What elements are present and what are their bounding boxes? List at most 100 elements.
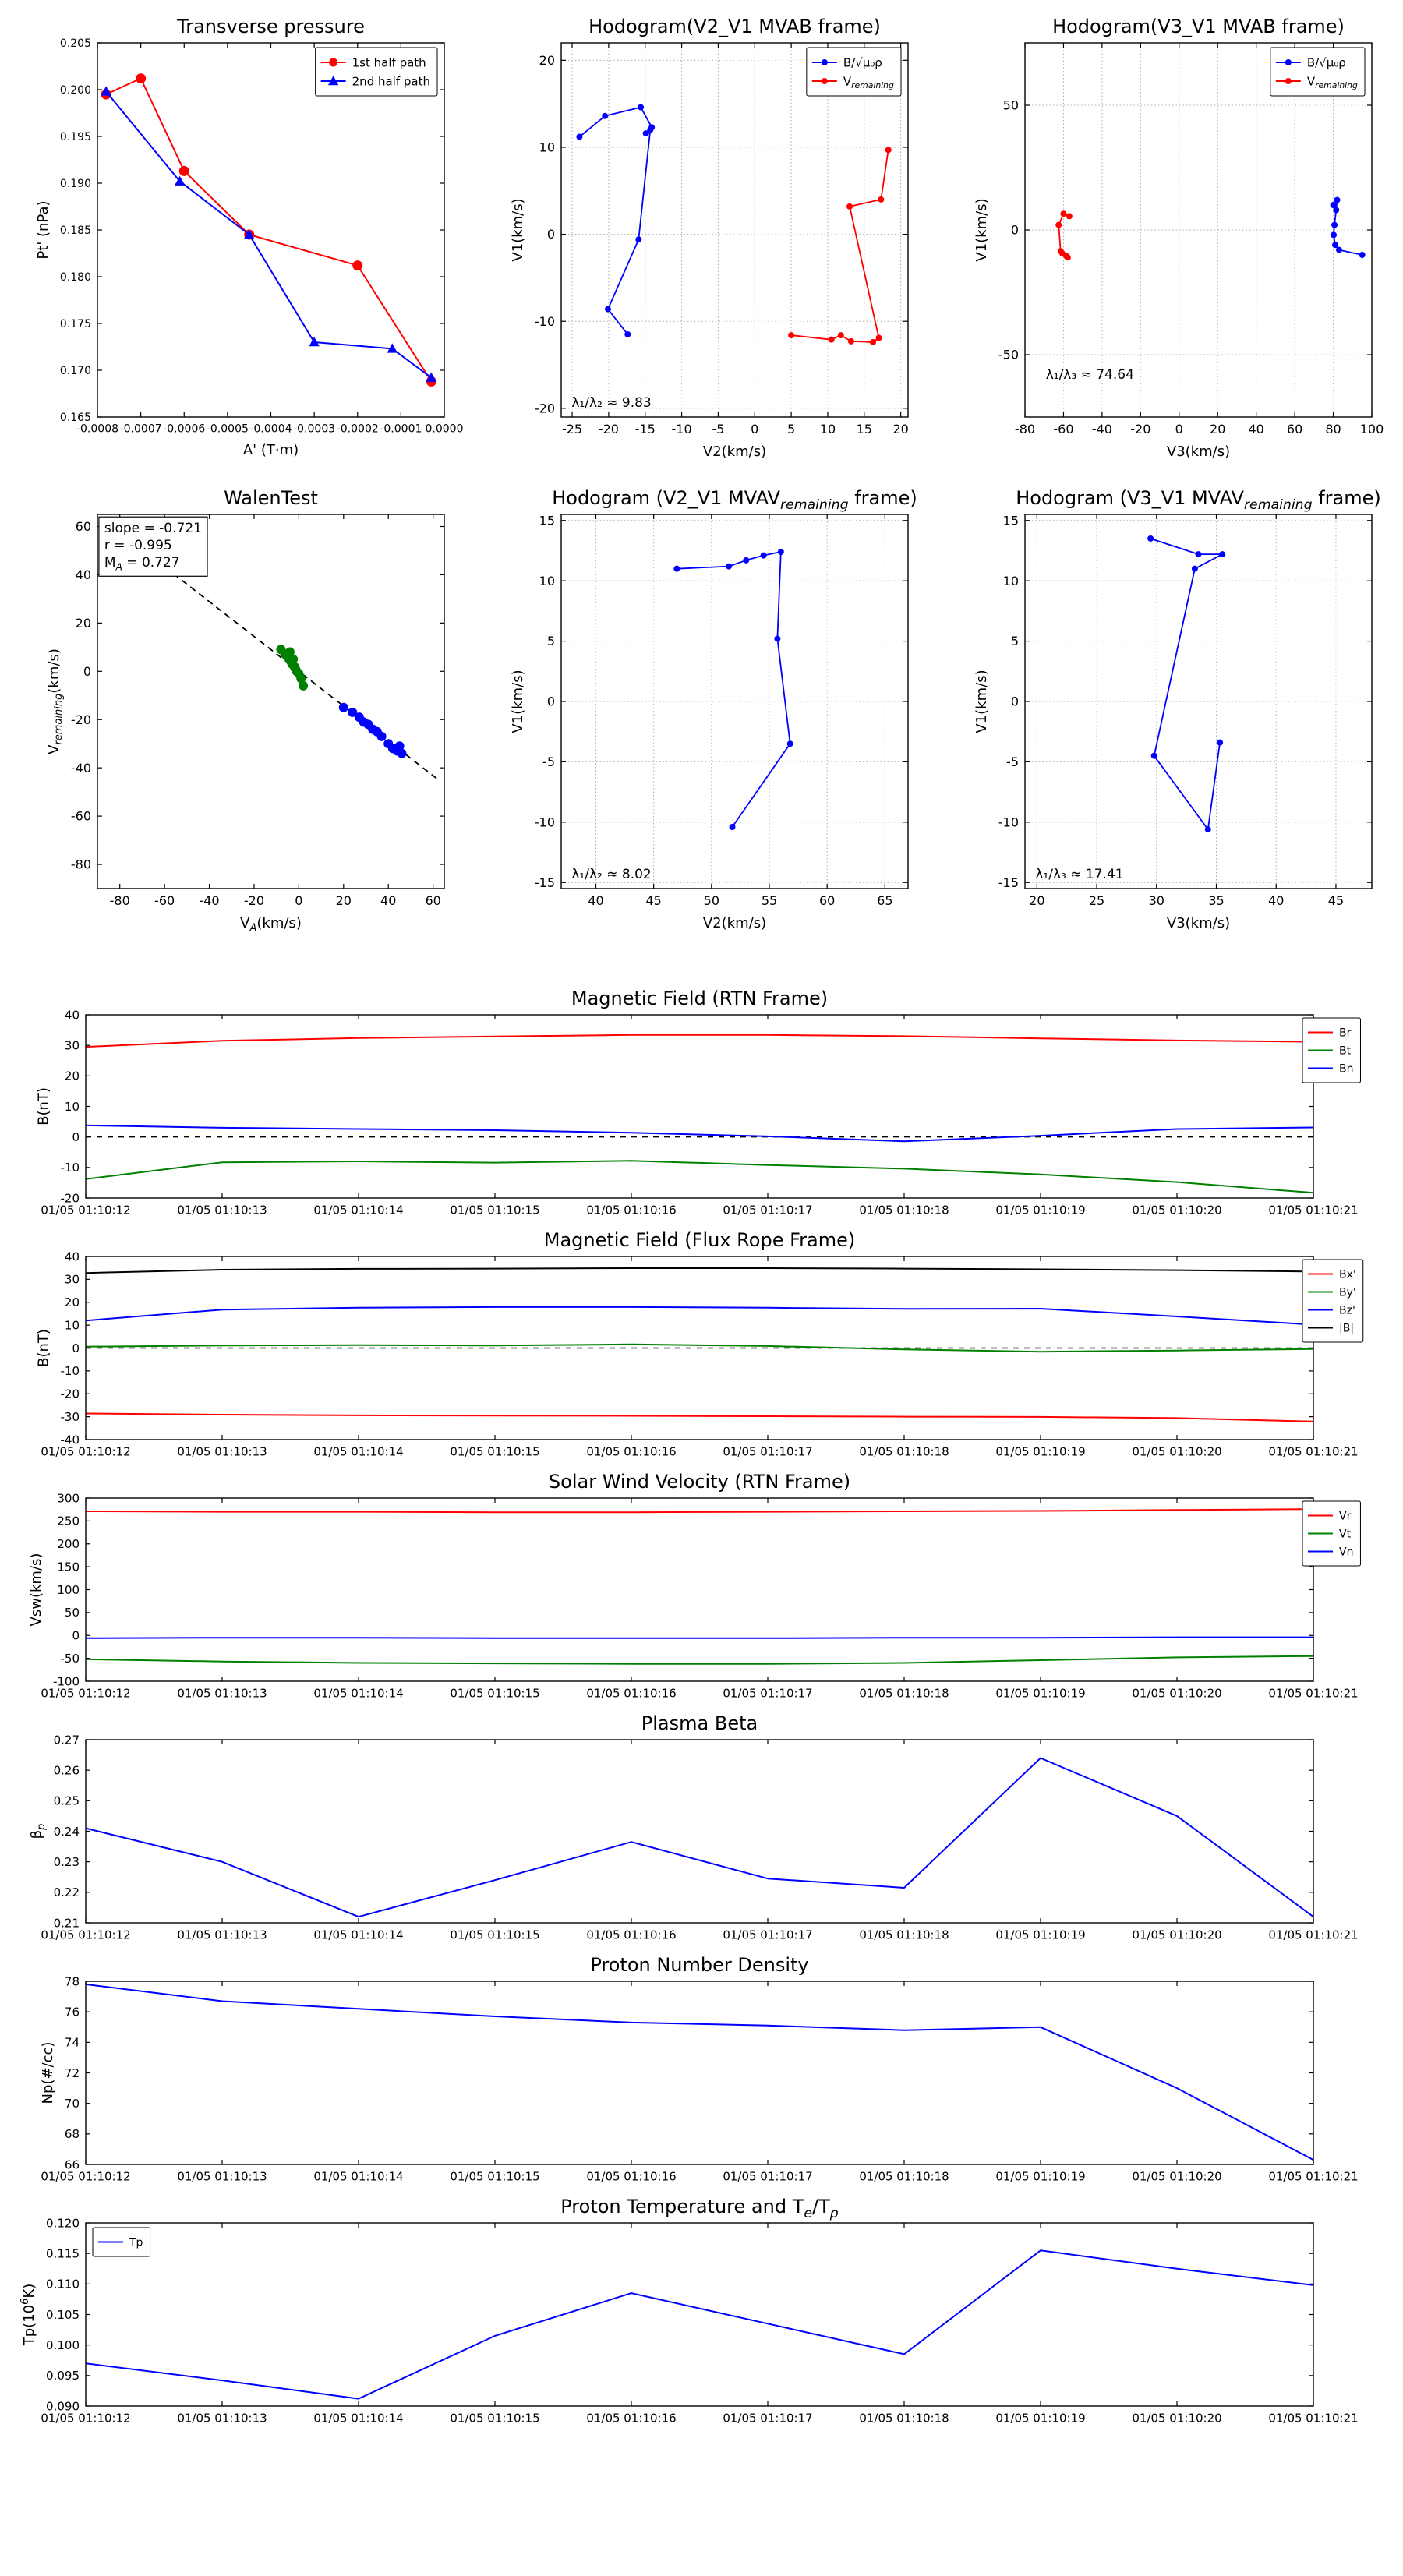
point-marker — [847, 337, 854, 345]
y-axis-label: Vsw(km/s) — [28, 1553, 44, 1627]
y-tick-label: -30 — [61, 1410, 80, 1424]
y-tick-label: 0.22 — [54, 1885, 80, 1899]
series-B — [673, 549, 793, 831]
y-tick-label: -20 — [535, 401, 555, 415]
plot-area — [86, 2223, 1313, 2406]
y-tick-label: 74 — [65, 2036, 80, 2050]
legend-label: Vt — [1339, 1528, 1352, 1541]
x-axis-label: V3(km/s) — [1167, 915, 1230, 931]
point-marker — [576, 133, 583, 140]
point-marker — [352, 260, 363, 271]
y-tick-label: 78 — [65, 1974, 80, 1988]
point-marker — [1359, 252, 1366, 258]
y-tick-label: 40 — [76, 567, 91, 582]
y-tick-label: 10 — [539, 574, 555, 588]
legend-label: By' — [1339, 1287, 1356, 1299]
triangle-marker — [327, 76, 339, 86]
x-tick-label: 01/05 01:10:19 — [995, 2169, 1085, 2183]
point-marker — [329, 58, 338, 67]
x-tick-label: 01/05 01:10:18 — [859, 2411, 949, 2425]
series-By' — [85, 1343, 1314, 1353]
x-tick-label: -5 — [712, 422, 724, 436]
point-marker — [1204, 826, 1211, 833]
x-tick-label: 01/05 01:10:14 — [313, 1203, 403, 1217]
plot-area — [97, 43, 444, 417]
annotation-box — [98, 516, 208, 577]
legend-label: B/√μ₀ρ — [843, 55, 882, 69]
series-Bt — [85, 1160, 1314, 1194]
x-axis-label: V3(km/s) — [1167, 443, 1230, 460]
point-marker — [1147, 535, 1154, 542]
y-tick-label: 68 — [65, 2127, 80, 2141]
point-marker — [624, 330, 631, 337]
x-tick-label: 50 — [704, 893, 719, 908]
x-tick-label: 01/05 01:10:21 — [1268, 1928, 1358, 1942]
point-marker — [837, 332, 844, 339]
x-tick-label: 01/05 01:10:20 — [1132, 1444, 1221, 1458]
y-tick-label: 10 — [1003, 574, 1019, 588]
annotation: slope = -0.721 r = -0.995 MA = 0.727 — [98, 516, 208, 577]
y-tick-label: 20 — [65, 1295, 80, 1309]
x-tick-label: 01/05 01:10:20 — [1132, 1928, 1221, 1942]
ticks: -25 -20 -15 -10 -5 0 5 10 15 20 -20 -10 0 10 20 — [535, 43, 909, 436]
legend: B/√μ₀ρ Vremaining — [1270, 47, 1366, 97]
y-tick-label: 0.165 — [60, 412, 91, 424]
chart-title: Solar Wind Velocity (RTN Frame) — [549, 1471, 850, 1493]
annotation: λ₁/λ₃ ≈ 17.41 — [1035, 867, 1123, 882]
point-marker — [774, 635, 781, 642]
x-tick-label: 01/05 01:10:19 — [995, 1203, 1085, 1217]
x-tick-label: -20 — [1130, 422, 1150, 436]
x-tick-label: 20 — [892, 422, 908, 436]
y-axis-label: V1(km/s) — [510, 670, 526, 733]
point-marker — [726, 563, 733, 570]
series-B — [576, 104, 656, 337]
ticks: -0.0008 -0.0007 -0.0006 -0.0005 -0.0004 -0.00… — [60, 37, 464, 435]
legend-label: B/√μ₀ρ — [1307, 55, 1346, 69]
y-tick-label: 100 — [57, 1583, 80, 1597]
y-tick-label: -5 — [1006, 754, 1019, 769]
chart-hodogram-v2v1-mvab: -25 -20 -15 -10 -5 0 5 10 15 20 -20 -10 0 10 20 Hodogra… — [510, 16, 909, 460]
x-tick-label: 01/05 01:10:18 — [859, 1444, 949, 1458]
point-marker — [296, 673, 306, 684]
x-tick-label: -60 — [1053, 422, 1073, 436]
y-tick-label: -60 — [71, 809, 91, 824]
y-tick-label: 20 — [65, 1069, 80, 1083]
x-tick-label: 01/05 01:10:13 — [177, 2411, 267, 2425]
y-tick-label: 70 — [65, 2097, 80, 2111]
x-axis-label: V2(km/s) — [703, 915, 766, 931]
ticks: 01/05 01:10:12 01/05 01:10:13 01/05 01:10:… — [41, 1491, 1358, 1700]
x-tick-label: 01/05 01:10:15 — [450, 2169, 539, 2183]
y-tick-label: -5 — [542, 754, 555, 769]
point-marker — [1059, 250, 1066, 257]
chart-solar-wind-velocity: 01/05 01:10:12 01/05 01:10:13 01/05 01:10:… — [28, 1471, 1361, 1700]
y-tick-label: 0 — [1011, 223, 1019, 238]
x-tick-label: -0.0001 — [380, 422, 422, 435]
y-tick-label: -80 — [71, 857, 91, 872]
x-tick-label: -10 — [672, 422, 692, 436]
y-tick-label: 50 — [65, 1606, 80, 1620]
x-tick-label: 01/05 01:10:12 — [41, 1928, 130, 1942]
chart-magnetic-field-flux-rope: 01/05 01:10:12 01/05 01:10:13 01/05 01:10:… — [36, 1229, 1364, 1458]
point-marker — [1191, 565, 1198, 572]
plot-area — [86, 1740, 1313, 1923]
point-marker — [1055, 221, 1062, 228]
plot-area — [86, 1981, 1313, 2164]
point-marker — [397, 748, 407, 758]
y-tick-label: 40 — [65, 1008, 80, 1022]
y-axis-label: Vremaining(km/s) — [46, 648, 65, 754]
y-tick-label: -40 — [71, 761, 91, 776]
point-marker — [178, 165, 189, 176]
x-tick-label: 40 — [1268, 893, 1284, 908]
y-axis-label: Np(#/cc) — [40, 2042, 56, 2104]
axes-frame — [97, 514, 445, 889]
y-tick-label: 20 — [76, 616, 91, 631]
x-tick-label: 01/05 01:10:21 — [1268, 1686, 1358, 1700]
ticks: 01/05 01:10:12 01/05 01:10:13 01/05 01:10:… — [41, 1249, 1358, 1458]
legend-label: |B| — [1339, 1323, 1354, 1335]
series-Vt — [85, 1655, 1314, 1665]
x-tick-label: 15 — [857, 422, 872, 436]
y-tick-label: 15 — [539, 513, 555, 528]
y-tick-label: 0 — [547, 227, 555, 242]
y-tick-label: 0.100 — [46, 2338, 80, 2352]
point-marker — [1333, 207, 1340, 214]
